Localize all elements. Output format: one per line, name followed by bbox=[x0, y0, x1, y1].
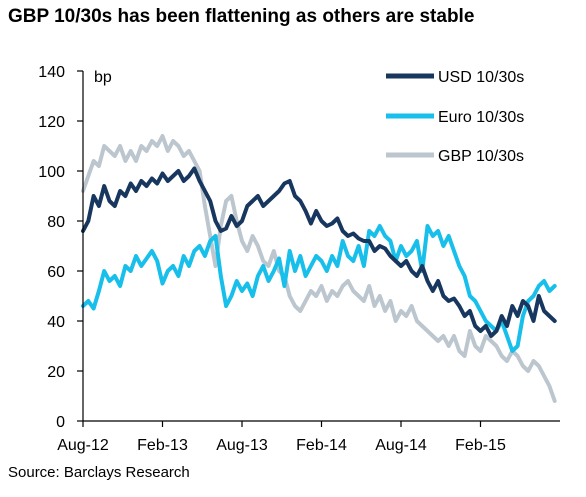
y-tick-label: 60 bbox=[47, 264, 65, 281]
x-tick-label: Aug-14 bbox=[375, 437, 427, 454]
y-tick-label: 100 bbox=[38, 164, 65, 181]
series-line-gbp-10-30s bbox=[81, 134, 557, 403]
y-tick-label: 140 bbox=[38, 64, 65, 81]
x-tick-label: Aug-12 bbox=[57, 437, 109, 454]
y-tick-label: 80 bbox=[47, 214, 65, 231]
chart-title: GBP 10/30s has been flattening as others… bbox=[8, 6, 475, 27]
legend-label: USD 10/30s bbox=[438, 69, 524, 86]
y-axis-ticks: 0 20 40 60 80 100 120 140 Aug-12 Feb-13 Aug-13 Feb-… bbox=[38, 64, 506, 454]
x-tick-label: Feb-14 bbox=[296, 437, 347, 454]
series-line-usd-10-30s bbox=[81, 166, 557, 338]
y-tick-label: 20 bbox=[47, 364, 65, 381]
y-tick-label: 120 bbox=[38, 114, 65, 131]
y-tick-label: 40 bbox=[47, 314, 65, 331]
x-tick-label: Aug-13 bbox=[216, 437, 268, 454]
source-note: Source: Barclays Research bbox=[8, 464, 190, 481]
legend: USD 10/30s Euro 10/30s GBP 10/30s bbox=[386, 69, 524, 165]
x-tick-label: Feb-13 bbox=[137, 437, 188, 454]
legend-label: Euro 10/30s bbox=[438, 109, 524, 126]
series-line-euro-10-30s bbox=[81, 224, 557, 353]
legend-label: GBP 10/30s bbox=[438, 148, 524, 165]
y-axis-unit: bp bbox=[94, 69, 112, 86]
x-tick-label: Feb-15 bbox=[455, 437, 506, 454]
y-tick-label: 0 bbox=[56, 414, 65, 431]
series-lines bbox=[81, 134, 557, 403]
